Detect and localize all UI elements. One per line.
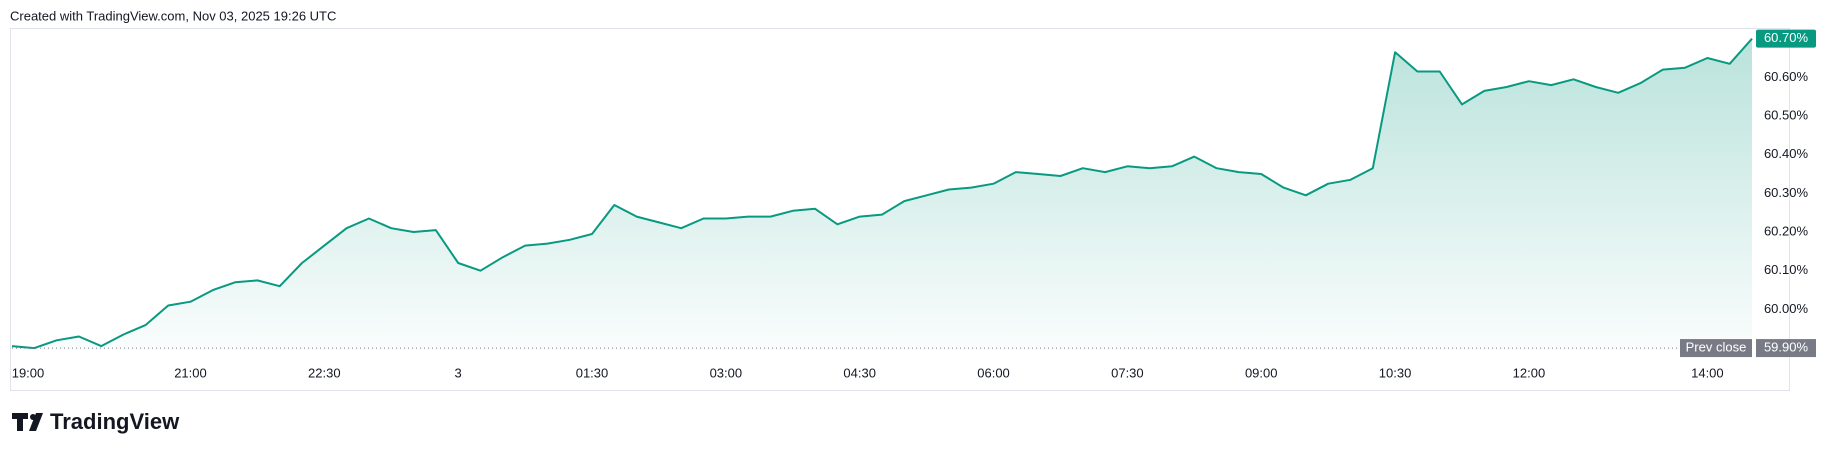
y-tick-label: 60.60% xyxy=(1764,69,1809,84)
y-tick-label: 60.00% xyxy=(1764,301,1809,316)
x-tick-label: 06:00 xyxy=(977,365,1010,380)
x-tick-label: 01:30 xyxy=(576,365,609,380)
price-line xyxy=(11,38,1753,350)
chart-frame xyxy=(10,28,1790,391)
last-value-label: 60.70% xyxy=(1764,30,1809,45)
y-tick-label: 60.40% xyxy=(1764,146,1809,161)
x-tick-label: 19:00 xyxy=(12,365,45,380)
x-tick-label: 07:30 xyxy=(1111,365,1144,380)
area-fill xyxy=(12,38,1752,350)
logo-mark xyxy=(12,413,28,431)
last-value-tag xyxy=(1756,29,1816,48)
logo-mark xyxy=(29,413,43,431)
y-tick-label: 60.20% xyxy=(1764,223,1809,238)
x-tick-label: 14:00 xyxy=(1691,365,1724,380)
prev-close-value: 59.90% xyxy=(1764,340,1809,355)
x-tick-label: 04:30 xyxy=(843,365,876,380)
logo: TradingView xyxy=(12,409,180,434)
x-tick-label: 10:30 xyxy=(1379,365,1412,380)
x-tick-label: 09:00 xyxy=(1245,365,1278,380)
y-tick-label: 60.30% xyxy=(1764,185,1809,200)
prev-close-value-tag xyxy=(1756,339,1816,358)
x-tick-label: 22:30 xyxy=(308,365,341,380)
y-tick-label: 60.10% xyxy=(1764,262,1809,277)
y-tick-label: 60.50% xyxy=(1764,107,1809,122)
x-tick-label: 3 xyxy=(455,365,462,380)
brand: TradingView xyxy=(50,409,180,434)
x-tick-label: 03:00 xyxy=(710,365,743,380)
prev-close-tag xyxy=(1680,339,1752,358)
x-tick-label: 12:00 xyxy=(1513,365,1546,380)
prev-close-label: Prev close xyxy=(1686,340,1747,355)
header-text: Created with TradingView.com, Nov 03, 20… xyxy=(10,8,336,23)
x-tick-label: 21:00 xyxy=(174,365,207,380)
